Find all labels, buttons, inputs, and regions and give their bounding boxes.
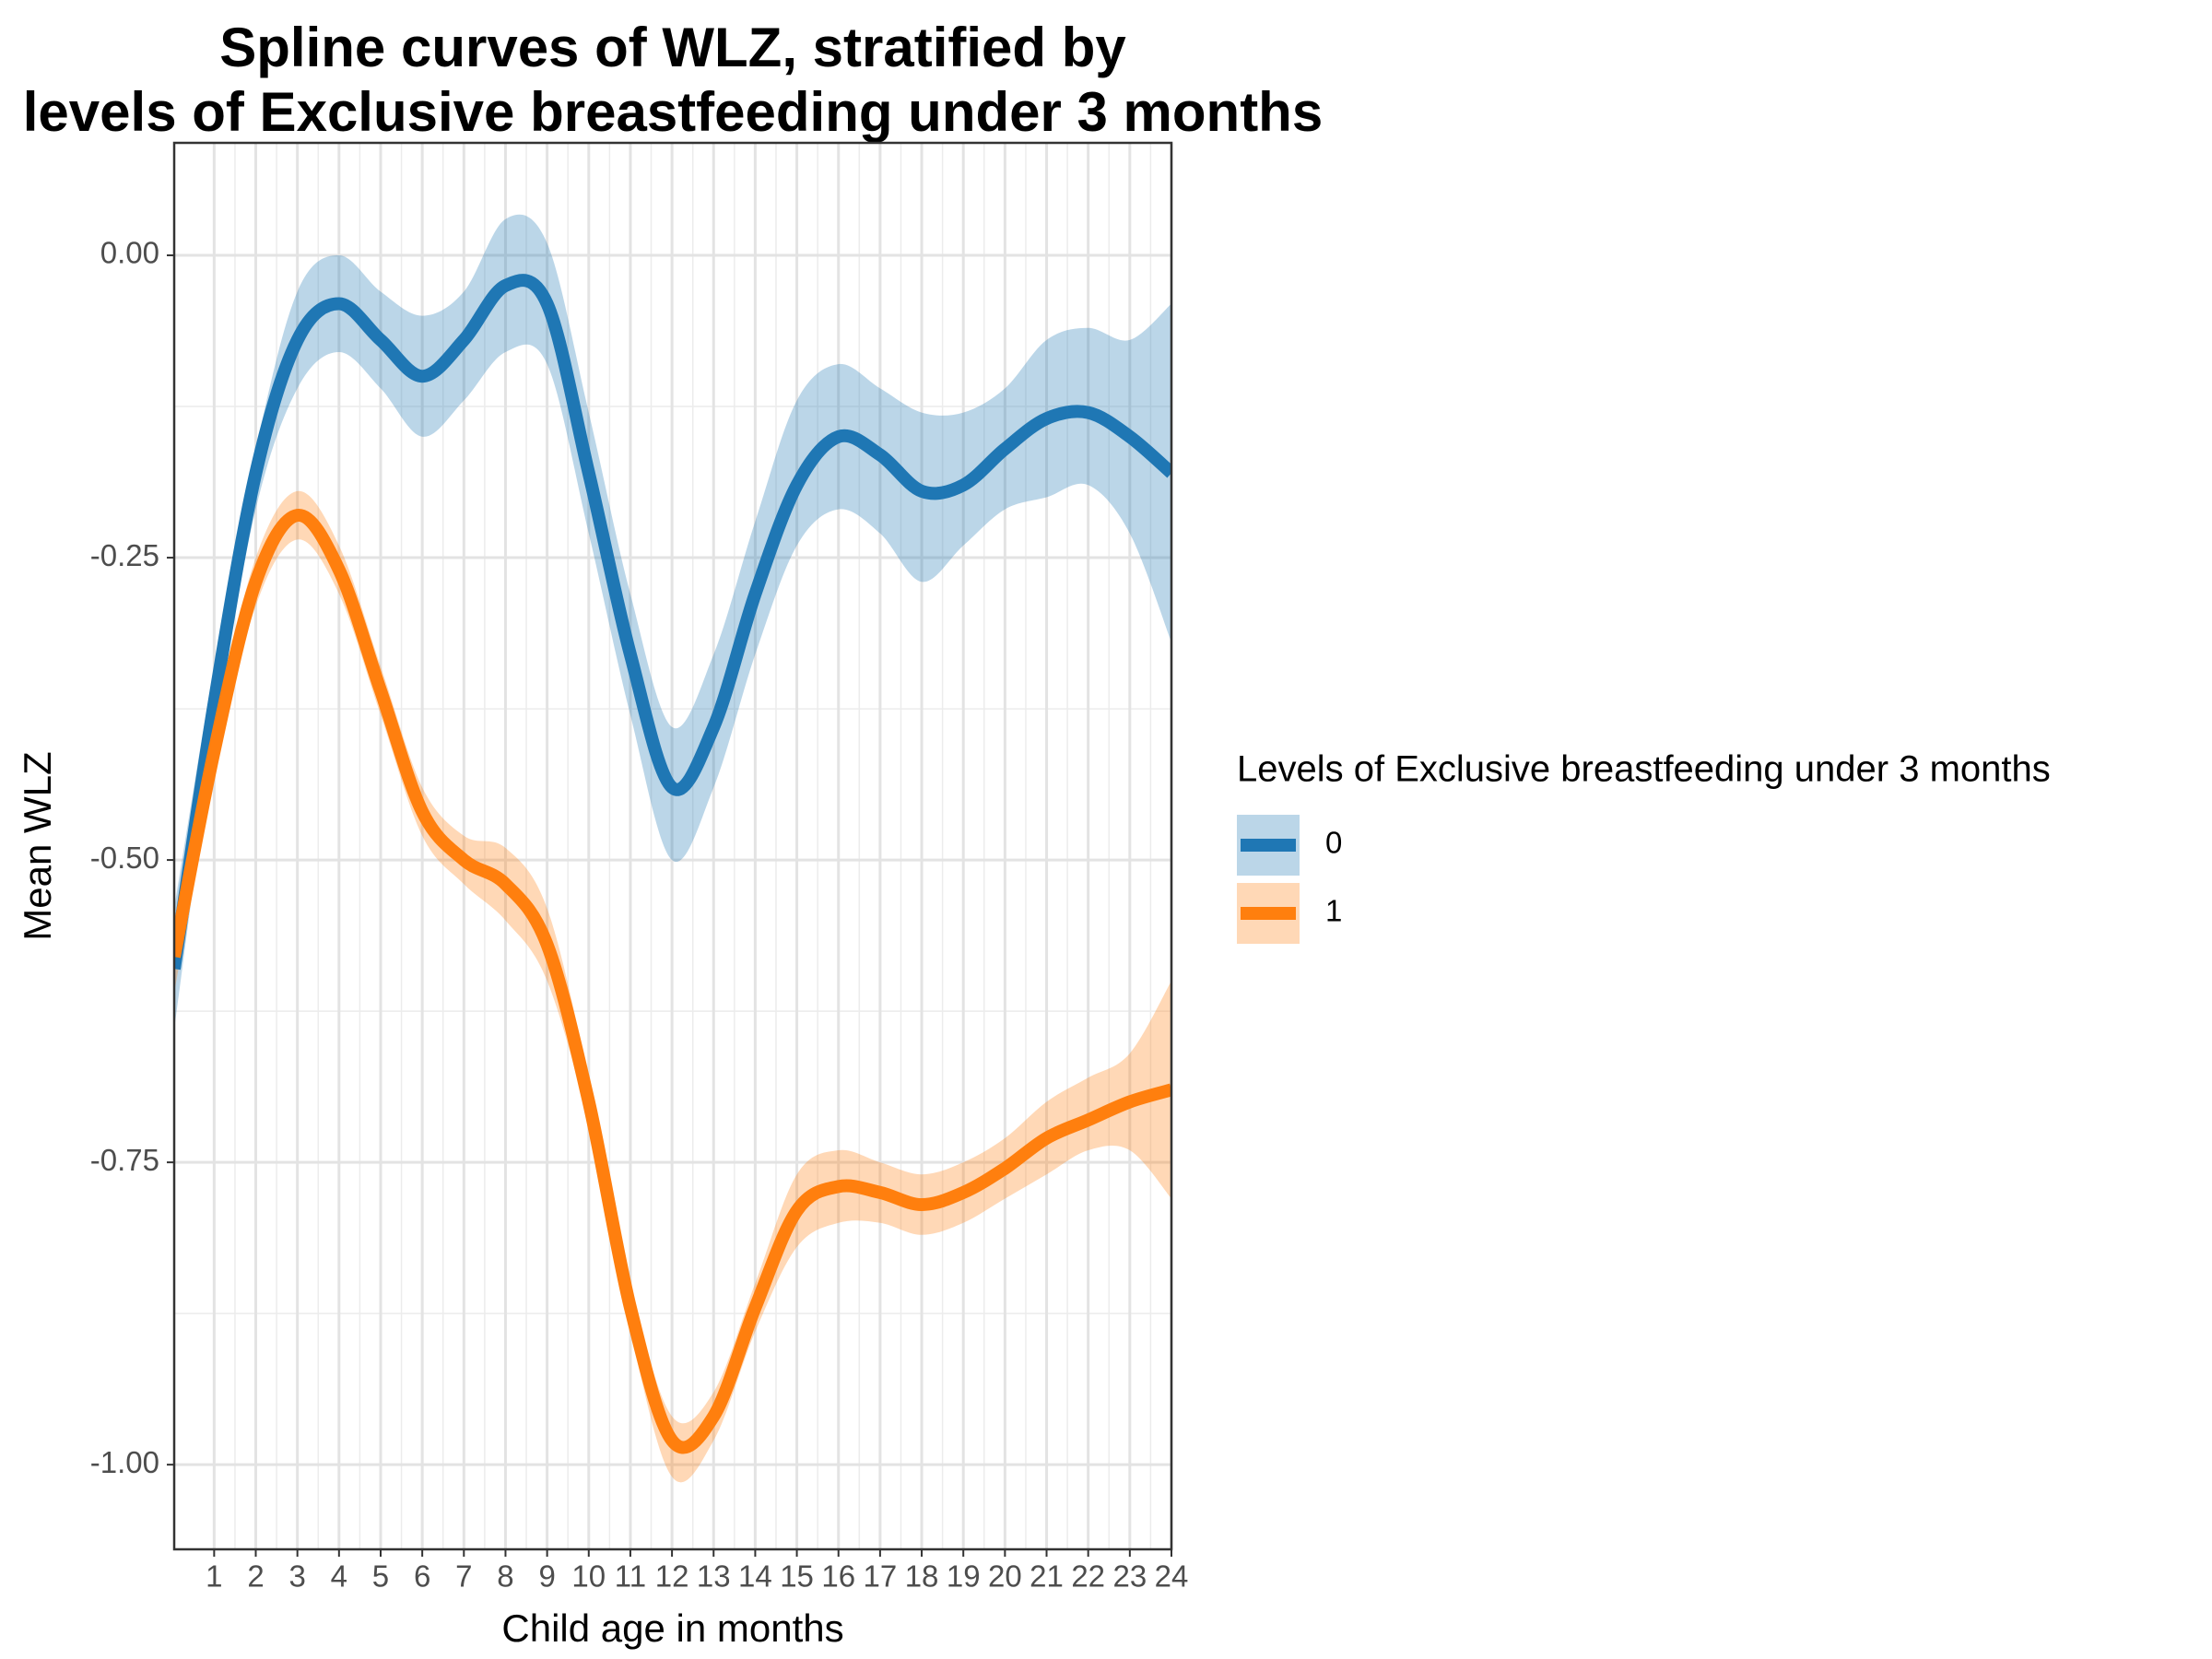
y-tick-label: -0.25	[90, 538, 159, 572]
plot-area	[174, 214, 1171, 1483]
x-tick-label: 11	[615, 1559, 646, 1594]
x-tick-label: 10	[571, 1559, 606, 1594]
y-tick-label: -1.00	[90, 1445, 159, 1479]
x-tick-label: 17	[864, 1559, 898, 1594]
x-tick-label: 1	[206, 1559, 222, 1594]
x-tick-label: 21	[1030, 1559, 1064, 1594]
x-tick-label: 3	[288, 1559, 305, 1594]
y-tick-label: 0.00	[100, 236, 159, 270]
x-tick-label: 13	[697, 1559, 731, 1594]
x-tick-label: 5	[372, 1559, 389, 1594]
x-tick-label: 12	[655, 1559, 689, 1594]
x-axis-title: Child age in months	[501, 1606, 843, 1650]
x-tick-label: 4	[331, 1559, 347, 1594]
x-tick-label: 15	[780, 1559, 814, 1594]
x-tick-label: 19	[947, 1559, 981, 1594]
line	[174, 509, 1171, 1454]
x-tick-label: 18	[905, 1559, 939, 1594]
x-tick-label: 23	[1112, 1559, 1147, 1594]
x-tick-label: 9	[538, 1559, 555, 1594]
x-tick-label: 7	[455, 1559, 472, 1594]
x-tick-label: 6	[414, 1559, 430, 1594]
x-tick-label: 14	[738, 1559, 772, 1594]
line	[174, 274, 1171, 971]
chart-title: levels of Exclusive breastfeeding under …	[23, 81, 1323, 143]
legend-label: 1	[1325, 894, 1342, 928]
x-tick-label: 22	[1071, 1559, 1105, 1594]
x-tick-label: 24	[1155, 1559, 1189, 1594]
chart-title: Spline curves of WLZ, stratified by	[219, 17, 1126, 78]
y-tick-label: -0.75	[90, 1143, 159, 1177]
confidence-band	[174, 490, 1171, 1483]
legend-title: Levels of Exclusive breastfeeding under …	[1237, 749, 2051, 790]
y-tick-label: -0.50	[90, 841, 159, 875]
panel-border	[172, 141, 1173, 1551]
x-tick-label: 2	[247, 1559, 264, 1594]
y-axis-title: Mean WLZ	[16, 751, 59, 940]
x-tick-label: 20	[988, 1559, 1022, 1594]
confidence-band	[174, 214, 1171, 1030]
x-tick-label: 8	[497, 1559, 513, 1594]
legend-label: 0	[1325, 826, 1342, 860]
x-tick-label: 16	[821, 1559, 855, 1594]
